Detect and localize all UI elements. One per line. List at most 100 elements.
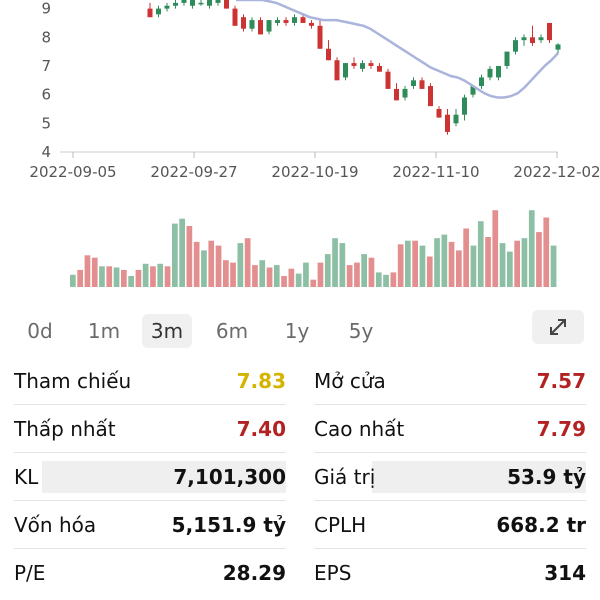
candle-body <box>326 48 331 61</box>
stat-eps: EPS 314 <box>314 550 586 596</box>
volume-bar <box>121 269 127 287</box>
candle-body <box>181 0 187 3</box>
volume-bar <box>303 262 309 287</box>
candle-body <box>232 8 238 26</box>
stat-gia-tri: Giá trị 53.9 tỷ <box>314 454 586 500</box>
candle-body <box>462 97 467 115</box>
candle-body <box>555 44 561 50</box>
candle-body <box>300 17 306 23</box>
volume-bar <box>543 217 550 287</box>
volume-bar <box>492 210 499 287</box>
x-tick-label: 2022-10-19 <box>271 163 358 181</box>
volume-bar <box>514 240 520 287</box>
tab-6m[interactable]: 6m <box>215 319 249 343</box>
candle-body <box>436 108 442 118</box>
candle-body <box>343 63 348 78</box>
tab-1m[interactable]: 1m <box>87 319 121 343</box>
volume-bar <box>550 245 557 287</box>
candle-body <box>377 65 382 72</box>
stat-value: 7,101,300 <box>173 465 286 489</box>
candle-body <box>241 17 246 29</box>
tab-5y[interactable]: 5y <box>348 319 374 343</box>
stat-value: 7.79 <box>536 417 586 441</box>
volume-bar <box>412 240 418 287</box>
volume-bar <box>295 273 302 287</box>
volume-bar <box>324 254 331 287</box>
stat-cplh: CPLH 668.2 tr <box>314 502 586 548</box>
volume-bar <box>332 238 338 287</box>
volume-bar <box>193 241 200 287</box>
x-tick-label: 2022-09-27 <box>150 163 237 181</box>
expand-arrows-icon <box>550 319 566 335</box>
volume-bar <box>419 245 426 287</box>
value-highlight <box>372 461 586 493</box>
stat-value: 5,151.9 tỷ <box>171 513 286 537</box>
tab-0d[interactable]: 0d <box>27 319 53 343</box>
candle-body <box>164 5 170 9</box>
volume-bar <box>310 279 317 287</box>
candle-body <box>215 0 221 3</box>
divider <box>14 548 286 549</box>
volume-bar <box>317 262 324 287</box>
candle-body <box>479 77 484 87</box>
stat-label: KL <box>14 465 39 489</box>
candle-body <box>147 8 153 18</box>
x-tick-label: 2022-11-10 <box>392 163 479 181</box>
divider <box>14 452 286 453</box>
volume-bar <box>157 263 164 287</box>
stat-value: 314 <box>544 561 586 585</box>
volume-bar <box>252 265 258 287</box>
volume-bar <box>186 226 193 287</box>
candle-body <box>504 51 510 66</box>
stat-value: 7.83 <box>236 369 286 393</box>
tab-3m[interactable]: 3m <box>142 314 192 348</box>
candle-body <box>428 86 433 107</box>
price-chart[interactable]: 4 5 6 7 8 9 2022-09-05 2022-09-27 2022-10-19 2022… <box>0 0 600 190</box>
volume-bar <box>339 243 346 287</box>
stat-tham-chieu: Tham chiếu 7.83 <box>14 358 286 404</box>
stat-mo-cua: Mở cửa 7.57 <box>314 358 586 404</box>
volume-bar <box>477 221 484 287</box>
divider <box>314 452 586 453</box>
stat-label: Mở cửa <box>314 369 386 393</box>
stat-kl: KL 7,101,300 <box>14 454 286 500</box>
stat-value: 28.29 <box>222 561 286 585</box>
candle-body <box>385 71 391 89</box>
volume-bar <box>113 267 120 287</box>
volume-bar <box>528 210 535 287</box>
candle-body <box>224 0 229 9</box>
tab-1y[interactable]: 1y <box>284 319 310 343</box>
moving-average-line <box>236 0 559 99</box>
volume-chart <box>70 210 557 287</box>
stat-cao-nhat: Cao nhất 7.79 <box>314 406 586 452</box>
volume-bar <box>536 232 542 287</box>
volume-bar <box>150 266 156 287</box>
candle-body <box>394 88 399 101</box>
stat-label: Thấp nhất <box>14 417 116 441</box>
volume-bar <box>215 245 222 287</box>
candle-body <box>334 60 340 81</box>
candle-body <box>530 37 535 44</box>
y-tick-label: 9 <box>41 0 51 18</box>
volume-bar <box>201 250 207 287</box>
divider <box>314 404 586 405</box>
volume-bar <box>259 260 266 287</box>
volume-bar <box>448 241 455 287</box>
candle-body <box>496 65 501 78</box>
candle-body <box>266 20 272 32</box>
value-highlight <box>42 461 286 493</box>
stat-label: Giá trị <box>314 465 376 489</box>
volume-bar <box>441 234 448 287</box>
volume-bar <box>128 276 134 287</box>
volume-bar <box>142 263 149 287</box>
volume-bar <box>383 274 389 287</box>
expand-chart-button[interactable] <box>532 310 584 344</box>
volume-bar <box>237 243 244 287</box>
volume-bar <box>470 245 477 287</box>
volume-bar <box>84 255 91 287</box>
candle-body <box>309 22 314 26</box>
volume-bar <box>397 244 404 287</box>
stat-value: 668.2 tr <box>496 513 586 537</box>
candle-body <box>547 22 552 41</box>
candle-body <box>292 17 297 23</box>
